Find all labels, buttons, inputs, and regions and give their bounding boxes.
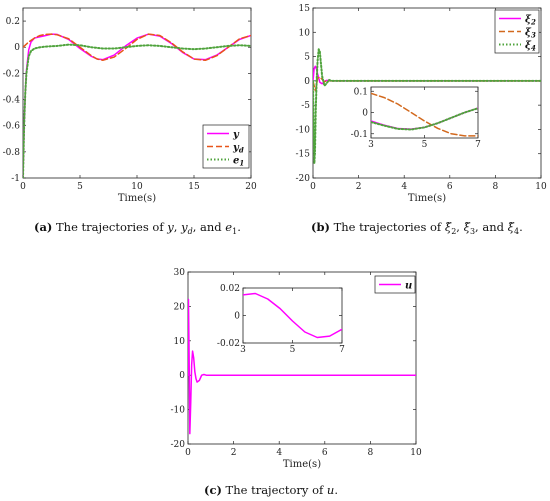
y-tick-label: 0.02 (220, 284, 240, 294)
series-line-u (243, 292, 342, 339)
x-tick-label: 6 (322, 448, 328, 458)
x-tick-label: 2 (356, 182, 362, 192)
axes-frame-inset (242, 287, 343, 344)
y-tick-label: -10 (171, 406, 186, 416)
series-line-ξ4 (371, 107, 478, 131)
legend-label-y: y (232, 130, 240, 141)
panel-a: 0 5 10 15 20 -1 -0.8 -0.6 -0.4 -0.2 0 0.2 Time(s) y yd… (3, 7, 257, 204)
x-tick-label: 3 (240, 345, 246, 355)
y-tick-label: -5 (301, 101, 310, 111)
x-tick-label: 8 (368, 448, 374, 458)
x-tick-label: 5 (422, 140, 428, 150)
y-tick-label: 15 (299, 4, 311, 14)
legend-label-y_d: yd (232, 143, 244, 155)
y-tick-label: 0 (234, 312, 240, 322)
series-line-y_d (23, 33, 251, 62)
y-tick-label: 0 (304, 77, 310, 87)
x-axis-label: Time(s) (118, 193, 156, 204)
legend-label-u: u (405, 281, 412, 292)
series-line-u (188, 298, 416, 435)
x-tick-label: 2 (231, 448, 237, 458)
axes-frame-inset (370, 86, 479, 139)
y-tick-label: -0.8 (3, 148, 21, 158)
y-tick-label: 0 (362, 109, 368, 119)
x-tick-label: 4 (401, 182, 407, 192)
y-tick-label: 0.1 (354, 87, 368, 97)
x-tick-label: 5 (290, 345, 296, 355)
y-tick-label: -0.1 (351, 130, 368, 140)
legend-label-ξ3: ξ3 (525, 28, 536, 40)
y-tick-label: 10 (299, 28, 311, 38)
series-line-ξ4 (313, 48, 541, 165)
legend-label-ξ4: ξ4 (525, 41, 536, 53)
x-axis-label: Time(s) (283, 459, 321, 470)
x-tick-label: 6 (447, 182, 453, 192)
y-tick-label: 30 (174, 268, 186, 278)
y-tick-label: -20 (171, 440, 186, 450)
y-tick-label: -20 (296, 174, 311, 184)
y-tick-label: 20 (174, 302, 186, 312)
x-axis-label: Time(s) (408, 193, 446, 204)
x-tick-label: 10 (535, 182, 547, 192)
y-tick-label: 0 (179, 371, 185, 381)
x-tick-label: 15 (188, 182, 200, 192)
y-tick-label: -0.02 (217, 339, 240, 349)
y-tick-label: -0.6 (3, 122, 21, 132)
y-tick-label: 0.2 (6, 17, 20, 27)
y-tick-label: 5 (304, 53, 310, 63)
caption-c: (c) The trajectory of u. (204, 483, 338, 497)
y-tick-label: -1 (11, 174, 20, 184)
y-tick-label: 10 (174, 337, 186, 347)
y-tick-label: -10 (296, 125, 311, 135)
x-tick-label: 0 (20, 182, 26, 192)
series-line-ξ3 (371, 92, 478, 137)
x-tick-label: 20 (245, 182, 257, 192)
y-tick-label: -15 (296, 150, 311, 160)
x-tick-label: 0 (185, 448, 191, 458)
y-tick-label: 0 (14, 43, 20, 53)
legend-label-e_1: e1 (233, 156, 244, 168)
x-tick-label: 3 (368, 140, 374, 150)
x-tick-label: 10 (131, 182, 143, 192)
x-tick-label: 7 (475, 140, 481, 150)
x-tick-label: 7 (339, 345, 345, 355)
panel-c: 0 2 4 6 8 10 -20 -10 0 10 20 30 Time(s) u 3 5 7 -0.02 0 0.0… (171, 268, 422, 470)
x-tick-label: 0 (310, 182, 316, 192)
x-tick-label: 5 (77, 182, 83, 192)
legend-label-ξ2: ξ2 (525, 15, 536, 27)
y-tick-label: -0.4 (3, 96, 21, 106)
y-tick-label: -0.2 (3, 69, 20, 79)
x-tick-label: 8 (493, 182, 499, 192)
x-tick-label: 10 (410, 448, 422, 458)
x-tick-label: 4 (276, 448, 282, 458)
series-line-e_1 (23, 43, 251, 178)
caption-b: (b) The trajectories of ξ̃2, ξ̃3, and ξ̃… (311, 220, 523, 236)
caption-a: (a) The trajectories of y, yd, and e1. (34, 220, 241, 236)
